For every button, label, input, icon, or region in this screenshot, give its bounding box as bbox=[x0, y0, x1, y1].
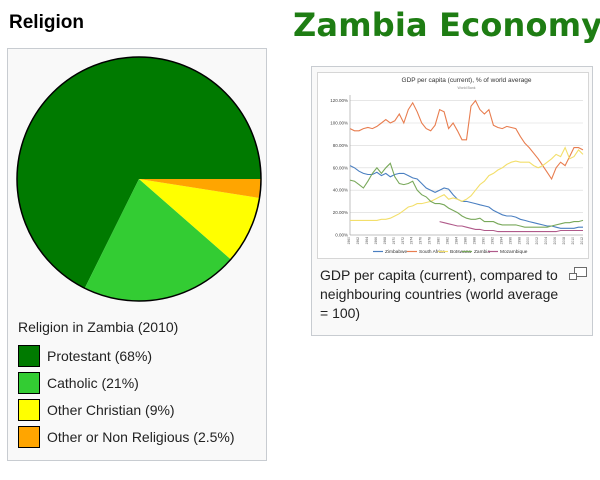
gdp-x-tick-label: 1968 bbox=[383, 237, 387, 245]
gdp-x-tick-label: 2002 bbox=[535, 237, 539, 245]
gdp-x-tick-label: 1982 bbox=[446, 237, 450, 245]
legend-label: Other or Non Religious (2.5%) bbox=[47, 429, 235, 445]
pie-slice-catholic bbox=[84, 179, 231, 301]
gdp-legend-label: South Africa bbox=[419, 249, 445, 255]
gdp-x-tick-label: 1984 bbox=[455, 237, 459, 245]
gdp-x-tick-label: 1998 bbox=[517, 237, 521, 245]
gdp-x-tick-label: 1976 bbox=[419, 237, 423, 245]
gdp-x-tick-label: 1996 bbox=[508, 237, 512, 245]
gdp-legend-label: Zambia bbox=[474, 249, 490, 255]
gdp-thumbnail-box: GDP per capita (current), % of world ave… bbox=[311, 66, 593, 336]
pie-outline bbox=[16, 56, 262, 302]
gdp-legend-label: Botswana bbox=[450, 249, 471, 255]
gdp-legend-label: Zimbabwe bbox=[385, 249, 407, 255]
gdp-x-tick-label: 2004 bbox=[544, 237, 548, 245]
gdp-chart-subtitle: World Bank bbox=[457, 86, 475, 90]
economy-title: Zambia Economy bbox=[293, 6, 600, 44]
legend-swatch bbox=[18, 399, 40, 421]
magnify-clip-icon[interactable] bbox=[569, 267, 587, 281]
gdp-x-tick-label: 2012 bbox=[580, 237, 584, 245]
gdp-x-tick-label: 1978 bbox=[428, 237, 432, 245]
gdp-x-tick-label: 1988 bbox=[472, 237, 476, 245]
religion-heading: Religion bbox=[9, 12, 84, 33]
gdp-line-chart[interactable]: GDP per capita (current), % of world ave… bbox=[317, 72, 589, 259]
legend-swatch bbox=[18, 426, 40, 448]
legend-label: Protestant (68%) bbox=[47, 348, 153, 364]
gdp-y-tick-label: 100.00% bbox=[330, 121, 348, 126]
gdp-y-tick-label: 0.00% bbox=[335, 233, 348, 238]
gdp-y-tick-label: 40.00% bbox=[333, 188, 348, 193]
gdp-x-tick-label: 1986 bbox=[464, 237, 468, 245]
legend-swatch bbox=[18, 372, 40, 394]
gdp-x-tick-label: 1966 bbox=[374, 237, 378, 245]
pie-slice-other-christian bbox=[139, 179, 260, 260]
gdp-chart-title: GDP per capita (current), % of world ave… bbox=[402, 77, 532, 84]
religion-infobox: Religion in Zambia (2010) Protestant (68… bbox=[7, 48, 267, 461]
pie-slice-other-or-non-religious bbox=[139, 179, 261, 198]
gdp-series-south-africa bbox=[349, 99, 584, 181]
gdp-x-tick-label: 1990 bbox=[481, 237, 485, 245]
gdp-x-tick-label: 2000 bbox=[526, 237, 530, 245]
gdp-x-tick-label: 1960 bbox=[347, 237, 351, 245]
gdp-x-tick-label: 1970 bbox=[392, 237, 396, 245]
gdp-x-tick-label: 2008 bbox=[562, 237, 566, 245]
gdp-y-tick-label: 60.00% bbox=[333, 165, 348, 170]
gdp-x-tick-label: 1980 bbox=[437, 237, 441, 245]
gdp-series-zimbabwe bbox=[349, 165, 583, 229]
gdp-x-tick-label: 1974 bbox=[410, 237, 414, 245]
legend-label: Catholic (21%) bbox=[47, 375, 139, 391]
gdp-caption: GDP per capita (current), compared to ne… bbox=[320, 267, 559, 321]
gdp-x-tick-label: 2010 bbox=[571, 237, 575, 245]
gdp-series-zambia bbox=[349, 162, 584, 228]
religion-pie-chart bbox=[16, 56, 262, 302]
gdp-x-tick-label: 1972 bbox=[401, 237, 405, 245]
gdp-series-mozambique bbox=[439, 221, 583, 233]
gdp-y-tick-label: 20.00% bbox=[333, 210, 348, 215]
gdp-legend-label: Mozambique bbox=[500, 249, 528, 255]
gdp-x-tick-label: 2006 bbox=[553, 237, 557, 245]
gdp-x-tick-label: 1964 bbox=[365, 237, 369, 245]
pie-caption: Religion in Zambia (2010) bbox=[18, 319, 179, 335]
gdp-x-tick-label: 1962 bbox=[356, 237, 360, 245]
legend-label: Other Christian (9%) bbox=[47, 402, 175, 418]
gdp-y-tick-label: 80.00% bbox=[333, 143, 348, 148]
pie-slice-protestant bbox=[16, 57, 262, 289]
gdp-x-tick-label: 1992 bbox=[490, 237, 494, 245]
legend-swatch bbox=[18, 345, 40, 367]
gdp-x-tick-label: 1994 bbox=[499, 237, 503, 245]
gdp-y-tick-label: 120.00% bbox=[330, 98, 348, 103]
gdp-series-botswana bbox=[350, 146, 584, 221]
